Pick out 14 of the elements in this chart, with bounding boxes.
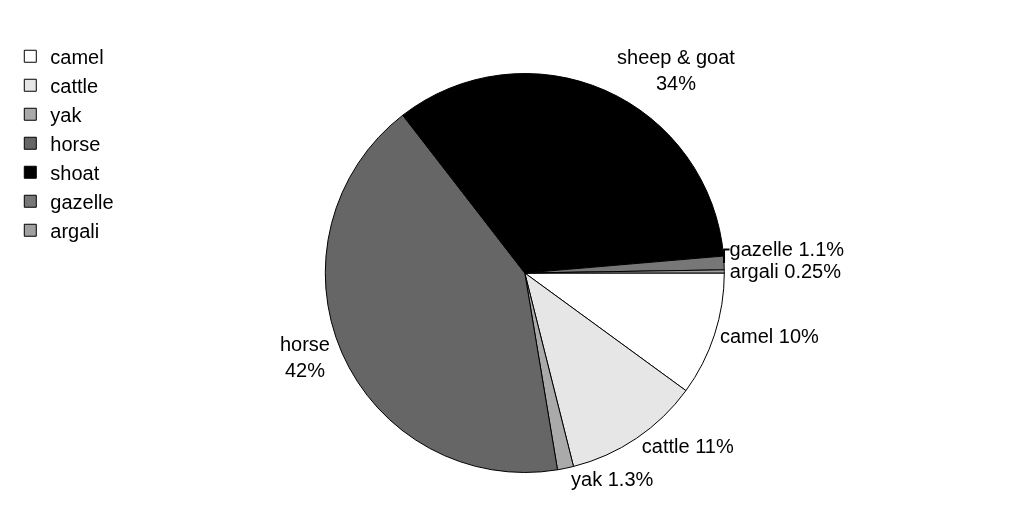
data-label: argali 0.25%: [729, 260, 842, 283]
data-label: yak 1.3%: [571, 467, 654, 490]
legend-label: gazelle: [50, 191, 114, 214]
data-label: cattle 11%: [641, 434, 734, 457]
legend-label: argali: [50, 220, 100, 243]
data-label: camel 10%: [719, 324, 820, 347]
legend-label: horse: [50, 133, 101, 156]
legend-label: cattle: [50, 75, 99, 98]
data-label: gazelle 1.1%: [729, 238, 845, 261]
legend-label: camel: [50, 46, 104, 69]
legend-label: yak: [50, 104, 83, 127]
data-label: sheep & goat 34%: [617, 46, 736, 95]
data-label: horse 42%: [279, 332, 330, 381]
legend-label: shoat: [50, 162, 100, 185]
